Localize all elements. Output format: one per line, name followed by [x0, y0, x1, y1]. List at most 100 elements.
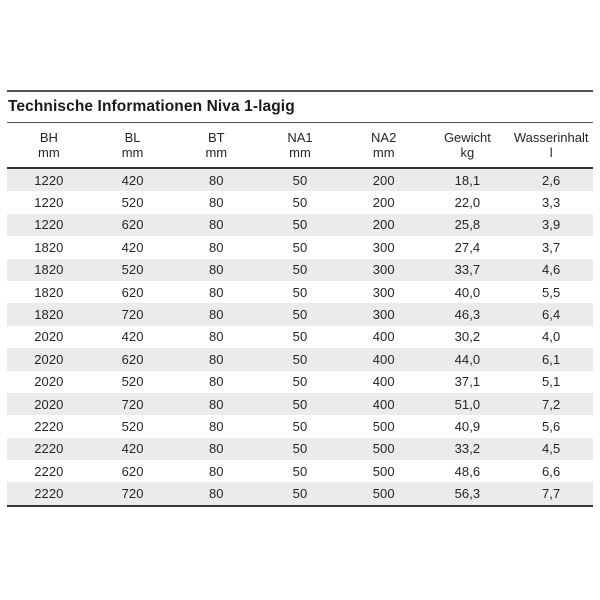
column-header-na1: NA1 mm [258, 130, 342, 161]
divider-top [7, 90, 593, 92]
divider-bottom [7, 504, 593, 507]
table-cell: 80 [208, 329, 224, 345]
table-cell: 50 [292, 195, 308, 211]
table-cell: 420 [121, 239, 144, 255]
divider-under-title [7, 121, 593, 123]
table-cell: 300 [372, 262, 395, 278]
table-cell: 6,6 [541, 463, 561, 479]
table-cell: 200 [372, 172, 395, 188]
table-row: 1220 520 80 50 200 22,0 3,3 [7, 191, 593, 213]
table-cell: 7,7 [541, 486, 561, 502]
table-cell: 300 [372, 239, 395, 255]
table-cell: 50 [292, 486, 308, 502]
column-label: BL [124, 129, 141, 145]
table-cell: 1820 [34, 262, 64, 278]
table-cell: 50 [292, 441, 308, 457]
table-cell: 2220 [34, 418, 64, 434]
table-cell: 80 [208, 486, 224, 502]
table-cell: 5,6 [541, 418, 561, 434]
column-label: Wasserinhalt [513, 129, 589, 145]
column-unit: mm [38, 145, 60, 160]
table-cell: 50 [292, 307, 308, 323]
table-row: 1220 420 80 50 200 18,1 2,6 [7, 169, 593, 192]
table-cell: 18,1 [454, 172, 481, 188]
table-cell: 200 [372, 217, 395, 233]
table-cell: 2220 [34, 463, 64, 479]
table-cell: 520 [121, 195, 144, 211]
table-row: 2220 420 80 50 500 33,2 4,5 [7, 437, 593, 461]
column-header-gewicht: Gewicht kg [426, 130, 510, 161]
table-cell: 25,8 [454, 217, 481, 233]
column-label: NA2 [371, 129, 397, 145]
table-cell: 50 [292, 217, 308, 233]
table-row: 2220 720 80 50 500 56,3 7,7 [7, 482, 593, 505]
table-cell: 400 [372, 396, 395, 412]
table-cell: 50 [292, 329, 308, 345]
table-cell: 1820 [34, 307, 64, 323]
table-cell: 50 [292, 351, 308, 367]
table-cell: 80 [208, 284, 224, 300]
table-cell: 50 [292, 262, 308, 278]
technical-info-table: Technische Informationen Niva 1-lagig BH… [7, 90, 593, 507]
table-row: 1820 620 80 50 300 40,0 5,5 [7, 281, 593, 303]
column-label: NA1 [287, 129, 313, 145]
table-cell: 50 [292, 172, 308, 188]
table-cell: 500 [372, 418, 395, 434]
column-header-bh: BH mm [7, 130, 91, 161]
table-cell: 200 [372, 195, 395, 211]
table-cell: 4,6 [541, 262, 561, 278]
table-row: 2020 520 80 50 400 37,1 5,1 [7, 371, 593, 393]
column-label: Gewicht [443, 129, 491, 145]
table-cell: 56,3 [454, 486, 481, 502]
table-cell: 50 [292, 374, 308, 390]
table-cell: 7,2 [541, 396, 561, 412]
table-cell: 80 [208, 217, 224, 233]
table-cell: 520 [121, 374, 144, 390]
table-cell: 2220 [34, 486, 64, 502]
table-cell: 27,4 [454, 239, 481, 255]
table-cell: 400 [372, 329, 395, 345]
column-label: BH [39, 129, 58, 145]
table-body: 1220 420 80 50 200 18,1 2,6 1220 520 80 50 200 22,0 3… [7, 169, 593, 505]
table-row: 1820 520 80 50 300 33,7 4,6 [7, 258, 593, 281]
table-cell: 50 [292, 463, 308, 479]
table-cell: 80 [208, 441, 224, 457]
table-cell: 620 [121, 351, 144, 367]
table-cell: 620 [121, 463, 144, 479]
column-header-na2: NA2 mm [342, 130, 426, 161]
table-cell: 1820 [34, 239, 64, 255]
table-cell: 50 [292, 239, 308, 255]
table-cell: 33,2 [454, 441, 481, 457]
table-cell: 80 [208, 351, 224, 367]
table-cell: 420 [121, 441, 144, 457]
table-header-row: BH mm BL mm BT mm NA1 mm NA2 mm Gewicht kg Wasserinh… [7, 123, 593, 167]
table-cell: 40,0 [454, 284, 481, 300]
table-cell: 500 [372, 486, 395, 502]
table-cell: 400 [372, 374, 395, 390]
table-cell: 500 [372, 463, 395, 479]
column-header-wasserinhalt: Wasserinhalt l [509, 130, 593, 161]
table-cell: 2020 [34, 374, 64, 390]
table-cell: 620 [121, 284, 144, 300]
table-cell: 3,3 [541, 195, 561, 211]
column-unit: mm [121, 145, 144, 160]
table-row: 1820 420 80 50 300 27,4 3,7 [7, 236, 593, 258]
table-row: 1220 620 80 50 200 25,8 3,9 [7, 213, 593, 237]
table-cell: 420 [121, 329, 144, 345]
table-cell: 1220 [34, 217, 64, 233]
table-cell: 720 [121, 396, 144, 412]
table-row: 2220 620 80 50 500 48,6 6,6 [7, 460, 593, 482]
column-unit: mm [205, 145, 228, 160]
table-cell: 500 [372, 441, 395, 457]
table-cell: 48,6 [454, 463, 481, 479]
table-cell: 80 [208, 262, 224, 278]
table-cell: 1820 [34, 284, 64, 300]
table-cell: 420 [121, 172, 144, 188]
table-cell: 2020 [34, 351, 64, 367]
table-cell: 300 [372, 307, 395, 323]
table-cell: 720 [121, 307, 144, 323]
table-cell: 3,9 [541, 217, 561, 233]
table-cell: 1220 [34, 195, 64, 211]
table-cell: 2,6 [541, 172, 561, 188]
table-cell: 80 [208, 396, 224, 412]
